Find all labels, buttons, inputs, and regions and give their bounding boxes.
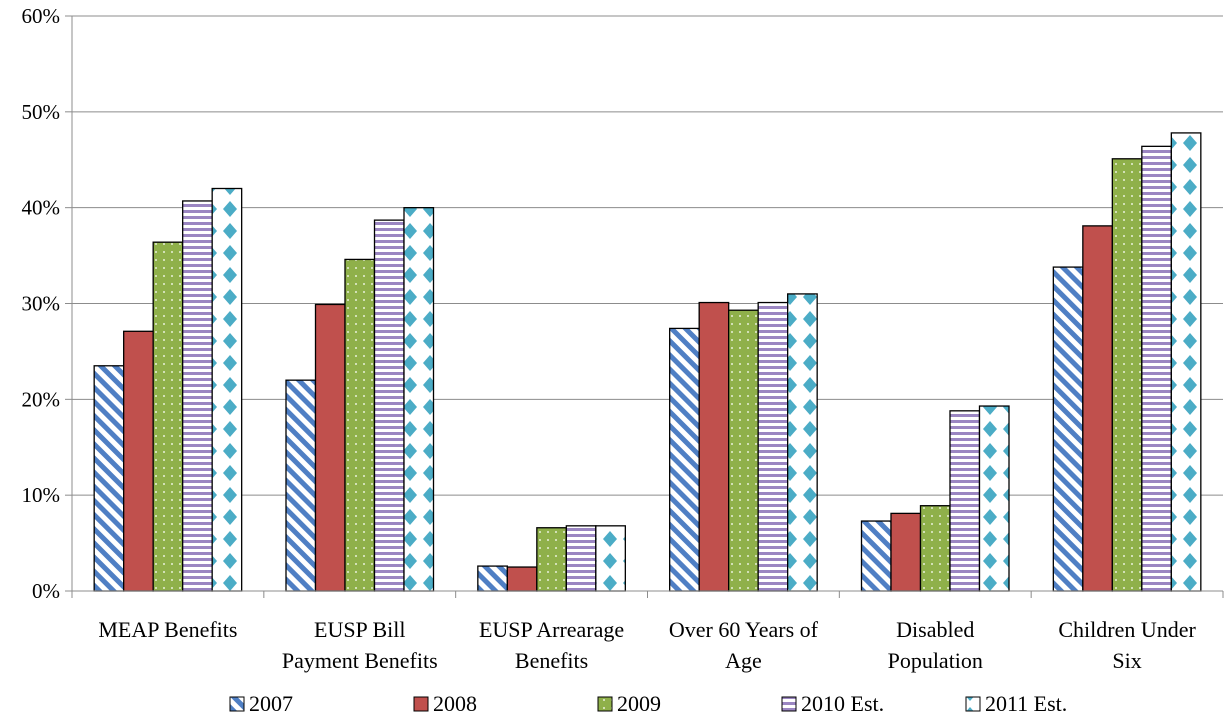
bar-2011-est--5	[1170, 132, 1202, 592]
bar-2008-2	[506, 566, 538, 592]
bar-2008-3	[698, 301, 730, 592]
bar-2009-3	[728, 309, 759, 592]
bar-2010-est--4	[949, 410, 981, 592]
legend-swatch	[413, 696, 429, 712]
y-tick-label: 10%	[22, 483, 61, 507]
x-axis-category-labels: MEAP Benefits EUSP Bill Payment Benefits EU…	[98, 617, 1196, 673]
gridlines	[72, 15, 1223, 496]
legend-label: 2009	[617, 691, 661, 716]
bar-2008-1	[314, 303, 346, 592]
y-tick-label: 40%	[22, 196, 61, 220]
bar-2011-est--4	[978, 405, 1010, 592]
bar-2010-est--3	[757, 301, 789, 592]
bar-2007-2	[477, 565, 508, 592]
x-tick-label: Disabled Population	[888, 617, 983, 673]
legend-label: 2010 Est.	[801, 691, 884, 716]
legend-swatch	[597, 696, 613, 712]
bar-2009-1	[344, 258, 376, 592]
y-tick-label: 30%	[22, 292, 61, 316]
bar-2011-est--3	[787, 293, 818, 592]
bar-2011-est--1	[403, 207, 435, 592]
bar-2009-4	[919, 505, 951, 592]
legend-swatch	[781, 696, 797, 712]
bar-2010-est--5	[1141, 145, 1172, 592]
legend-swatch	[965, 696, 981, 712]
bar-2010-est--1	[373, 219, 405, 592]
y-tick-label: 0%	[32, 579, 60, 603]
legend: 2007 2008 2009 2010 Est. 2011 Est.	[229, 691, 1067, 716]
bars	[93, 132, 1202, 592]
x-tick-label: Children Under Six	[1058, 617, 1196, 673]
bar-2010-est--2	[565, 525, 597, 592]
axes	[71, 16, 1224, 598]
bar-2007-4	[860, 520, 892, 592]
bar-2009-2	[536, 527, 567, 592]
legend-swatch	[229, 696, 245, 712]
y-axis-ticks: 0% 10% 20% 30% 40% 50% 60%	[22, 4, 72, 603]
bar-2007-3	[669, 327, 700, 592]
bar-2009-5	[1111, 158, 1143, 592]
bar-2010-est--0	[182, 200, 213, 592]
bar-2008-4	[890, 512, 922, 592]
bar-2011-est--0	[211, 187, 243, 592]
bar-2007-0	[93, 365, 125, 592]
bar-2008-5	[1082, 225, 1113, 592]
x-tick-label: MEAP Benefits	[98, 617, 237, 642]
x-tick-label: EUSP Arrearage Benefits	[479, 617, 624, 673]
legend-label: 2007	[249, 691, 293, 716]
bar-2007-5	[1052, 266, 1084, 592]
bar-2008-0	[123, 330, 154, 592]
x-tick-label: EUSP Bill Payment Benefits	[282, 617, 438, 673]
bar-2011-est--2	[595, 525, 626, 592]
y-tick-label: 20%	[22, 387, 61, 411]
y-tick-label: 60%	[22, 4, 61, 28]
legend-label: 2008	[433, 691, 477, 716]
legend-label: 2011 Est.	[985, 691, 1067, 716]
bar-2009-0	[152, 241, 184, 592]
x-tick-label: Over 60 Years of Age	[669, 617, 819, 673]
y-tick-label: 50%	[22, 100, 61, 124]
bar-2007-1	[285, 379, 317, 592]
